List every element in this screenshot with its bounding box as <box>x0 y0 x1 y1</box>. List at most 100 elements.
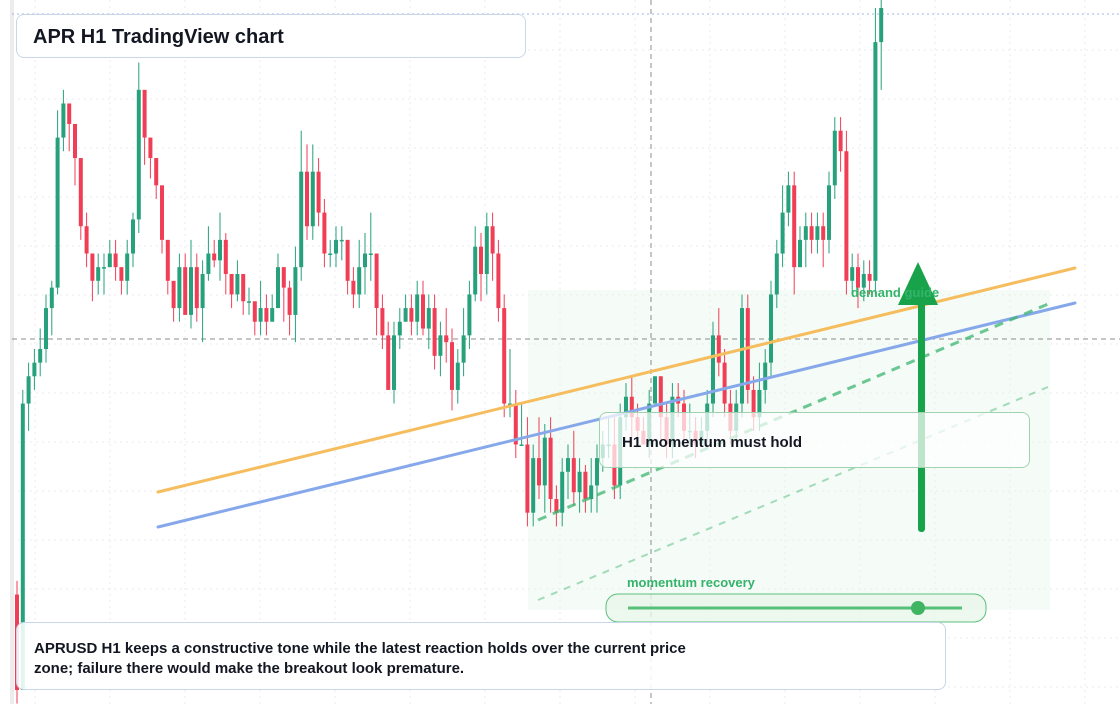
candle-down[interactable] <box>165 239 170 281</box>
candle-up[interactable] <box>107 253 112 268</box>
candle-up[interactable] <box>589 485 594 500</box>
candle-down[interactable] <box>148 137 153 159</box>
candle-up[interactable] <box>258 308 263 322</box>
candle-up[interactable] <box>125 253 130 281</box>
candle-down[interactable] <box>867 273 872 281</box>
candle-up[interactable] <box>624 396 628 418</box>
candle-down[interactable] <box>583 471 588 500</box>
candle-down[interactable] <box>409 308 414 322</box>
candle-down[interactable] <box>264 308 269 322</box>
candle-up[interactable] <box>339 239 344 242</box>
candle-up[interactable] <box>763 362 768 390</box>
candle-up[interactable] <box>873 42 878 281</box>
candle-down[interactable] <box>386 335 391 390</box>
candle-up[interactable] <box>403 308 408 322</box>
candle-down[interactable] <box>380 308 385 336</box>
candle-down[interactable] <box>821 226 826 240</box>
candle-down[interactable] <box>67 103 72 124</box>
candle-down[interactable] <box>809 226 814 240</box>
candle-down[interactable] <box>722 362 727 404</box>
candle-up[interactable] <box>415 294 420 322</box>
candle-up[interactable] <box>577 471 582 493</box>
candle-down[interactable] <box>502 308 507 404</box>
candle-down[interactable] <box>212 253 217 261</box>
candle-up[interactable] <box>653 376 657 404</box>
candle-up[interactable] <box>832 130 837 186</box>
candle-up[interactable] <box>368 253 373 256</box>
candle-up[interactable] <box>310 171 315 227</box>
candle-up[interactable] <box>861 273 866 288</box>
candle-down[interactable] <box>113 253 118 268</box>
candle-up[interactable] <box>560 471 565 513</box>
candle-up[interactable] <box>96 267 101 281</box>
candle-up[interactable] <box>49 287 54 309</box>
candle-down[interactable] <box>554 499 559 513</box>
candle-up[interactable] <box>455 362 460 390</box>
candle-up[interactable] <box>218 239 222 261</box>
candle-down[interactable] <box>844 151 849 281</box>
candle-down[interactable] <box>792 185 797 268</box>
candle-up[interactable] <box>44 308 48 349</box>
candle-up[interactable] <box>542 437 547 486</box>
candle-down[interactable] <box>142 89 147 138</box>
candle-down[interactable] <box>496 253 501 309</box>
candle-up[interactable] <box>357 267 362 295</box>
candle-down[interactable] <box>345 239 350 281</box>
candle-up[interactable] <box>200 273 205 309</box>
candle-up[interactable] <box>461 335 466 363</box>
candle-up[interactable] <box>299 171 304 268</box>
candle-up[interactable] <box>61 103 66 138</box>
candle-up[interactable] <box>786 185 791 213</box>
candle-down[interactable] <box>119 267 124 281</box>
candle-up[interactable] <box>426 308 431 329</box>
candle-down[interactable] <box>252 301 257 322</box>
candle-down[interactable] <box>537 458 541 486</box>
candle-down[interactable] <box>571 458 576 493</box>
candle-down[interactable] <box>171 280 176 309</box>
candle-down[interactable] <box>838 130 843 152</box>
candle-up[interactable] <box>397 321 402 336</box>
candle-down[interactable] <box>716 335 721 363</box>
candle-up[interactable] <box>519 444 524 446</box>
candle-up[interactable] <box>740 308 744 404</box>
candle-up[interactable] <box>177 267 182 309</box>
candle-up[interactable] <box>189 267 193 315</box>
candle-up[interactable] <box>131 219 135 254</box>
candle-down[interactable] <box>78 158 83 227</box>
candle-up[interactable] <box>798 239 802 268</box>
candle-up[interactable] <box>595 458 599 486</box>
candle-down[interactable] <box>84 226 89 254</box>
candle-up[interactable] <box>803 226 808 240</box>
candle-down[interactable] <box>322 212 327 254</box>
candle-down[interactable] <box>241 273 246 302</box>
candle-up[interactable] <box>102 267 106 269</box>
candle-up[interactable] <box>850 267 855 281</box>
candle-down[interactable] <box>479 246 483 274</box>
candle-up[interactable] <box>879 8 884 43</box>
candle-up[interactable] <box>769 294 773 363</box>
candle-up[interactable] <box>438 335 443 356</box>
candle-down[interactable] <box>444 335 449 343</box>
candle-up[interactable] <box>20 403 25 690</box>
candle-up[interactable] <box>38 349 43 363</box>
candle-down[interactable] <box>450 342 454 390</box>
candle-up[interactable] <box>508 403 512 406</box>
candle-down[interactable] <box>305 171 309 227</box>
candle-down[interactable] <box>287 287 292 315</box>
candle-down[interactable] <box>281 267 286 288</box>
candle-up[interactable] <box>136 89 141 220</box>
candle-down[interactable] <box>160 185 164 240</box>
candle-up[interactable] <box>293 267 298 315</box>
candle-down[interactable] <box>432 308 437 356</box>
candle-down[interactable] <box>183 267 188 315</box>
candle-down[interactable] <box>351 280 356 295</box>
candle-up[interactable] <box>711 335 715 404</box>
recovery-slider-handle[interactable] <box>911 601 925 615</box>
candle-down[interactable] <box>658 376 663 418</box>
candle-down[interactable] <box>73 123 77 159</box>
candle-down[interactable] <box>90 253 95 281</box>
candle-up[interactable] <box>566 458 570 472</box>
candle-up[interactable] <box>392 335 396 390</box>
candle-up[interactable] <box>334 239 338 254</box>
